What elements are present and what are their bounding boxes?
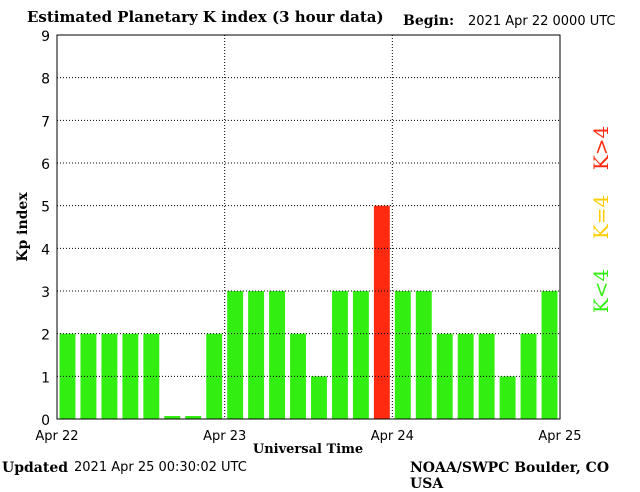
begin-value: 2021 Apr 22 0000 UTC — [468, 14, 616, 29]
y-tick-label: 6 — [41, 157, 50, 173]
y-tick-labels: 0 1 2 3 4 5 6 7 8 9 — [41, 29, 50, 429]
x-tick-label: Apr 24 — [371, 429, 414, 444]
credit-text: NOAA/SWPC Boulder, CO USA — [410, 460, 610, 492]
kp-bar — [122, 333, 139, 419]
kp-bar — [394, 291, 411, 419]
y-tick-label: 8 — [41, 72, 50, 88]
kp-bar — [269, 291, 286, 419]
legend-item: K=4 — [589, 195, 613, 239]
updated-value: 2021 Apr 25 00:30:02 UTC — [74, 460, 247, 475]
y-tick-label: 5 — [41, 200, 50, 216]
x-tick-label: Apr 22 — [35, 429, 78, 444]
kp-bar — [352, 291, 369, 419]
legend: K>4 K=4 K<4 — [589, 126, 613, 313]
y-tick-label: 2 — [41, 328, 50, 344]
begin-label: Begin: — [403, 13, 455, 29]
y-tick-label: 9 — [41, 29, 50, 45]
kp-chart: 0 1 2 3 4 5 6 7 8 9 Apr 22 Apr 23 Apr 24 Apr 25 Kp i… — [15, 29, 613, 457]
kp-bar — [541, 291, 558, 419]
kp-bar — [143, 333, 160, 419]
x-tick-label: Apr 25 — [538, 429, 581, 444]
y-tick-label: 0 — [41, 413, 50, 429]
y-tick-label: 4 — [41, 242, 50, 258]
kp-bar — [311, 376, 327, 419]
chart-title: Estimated Planetary K index (3 hour data… — [27, 8, 384, 26]
kp-bar — [290, 333, 306, 419]
y-tick-label: 3 — [41, 285, 50, 301]
y-tick-label: 7 — [41, 114, 50, 130]
kp-bar — [415, 291, 432, 419]
y-tick-label: 1 — [41, 370, 50, 386]
kp-bar — [185, 416, 202, 419]
x-tick-labels: Apr 22 Apr 23 Apr 24 Apr 25 — [35, 429, 581, 444]
kp-bar — [499, 376, 516, 419]
kp-bar — [248, 291, 265, 419]
x-axis-label: Universal Time — [253, 442, 363, 457]
kp-bar — [101, 333, 118, 419]
kp-bar — [373, 205, 390, 419]
updated-label: Updated — [2, 460, 69, 476]
bars-layer — [59, 205, 558, 419]
kp-bar — [164, 416, 181, 419]
kp-bar — [331, 291, 348, 419]
kp-bar — [59, 333, 76, 419]
legend-item: K<4 — [589, 269, 613, 313]
kp-bar — [80, 333, 97, 419]
kp-bar — [227, 291, 244, 419]
plot-frame — [56, 34, 561, 420]
legend-item: K>4 — [589, 126, 613, 170]
x-tick-label: Apr 23 — [203, 429, 246, 444]
grid-layer — [57, 34, 560, 419]
y-axis-label: Kp index — [15, 192, 31, 262]
kp-bar — [206, 333, 223, 419]
